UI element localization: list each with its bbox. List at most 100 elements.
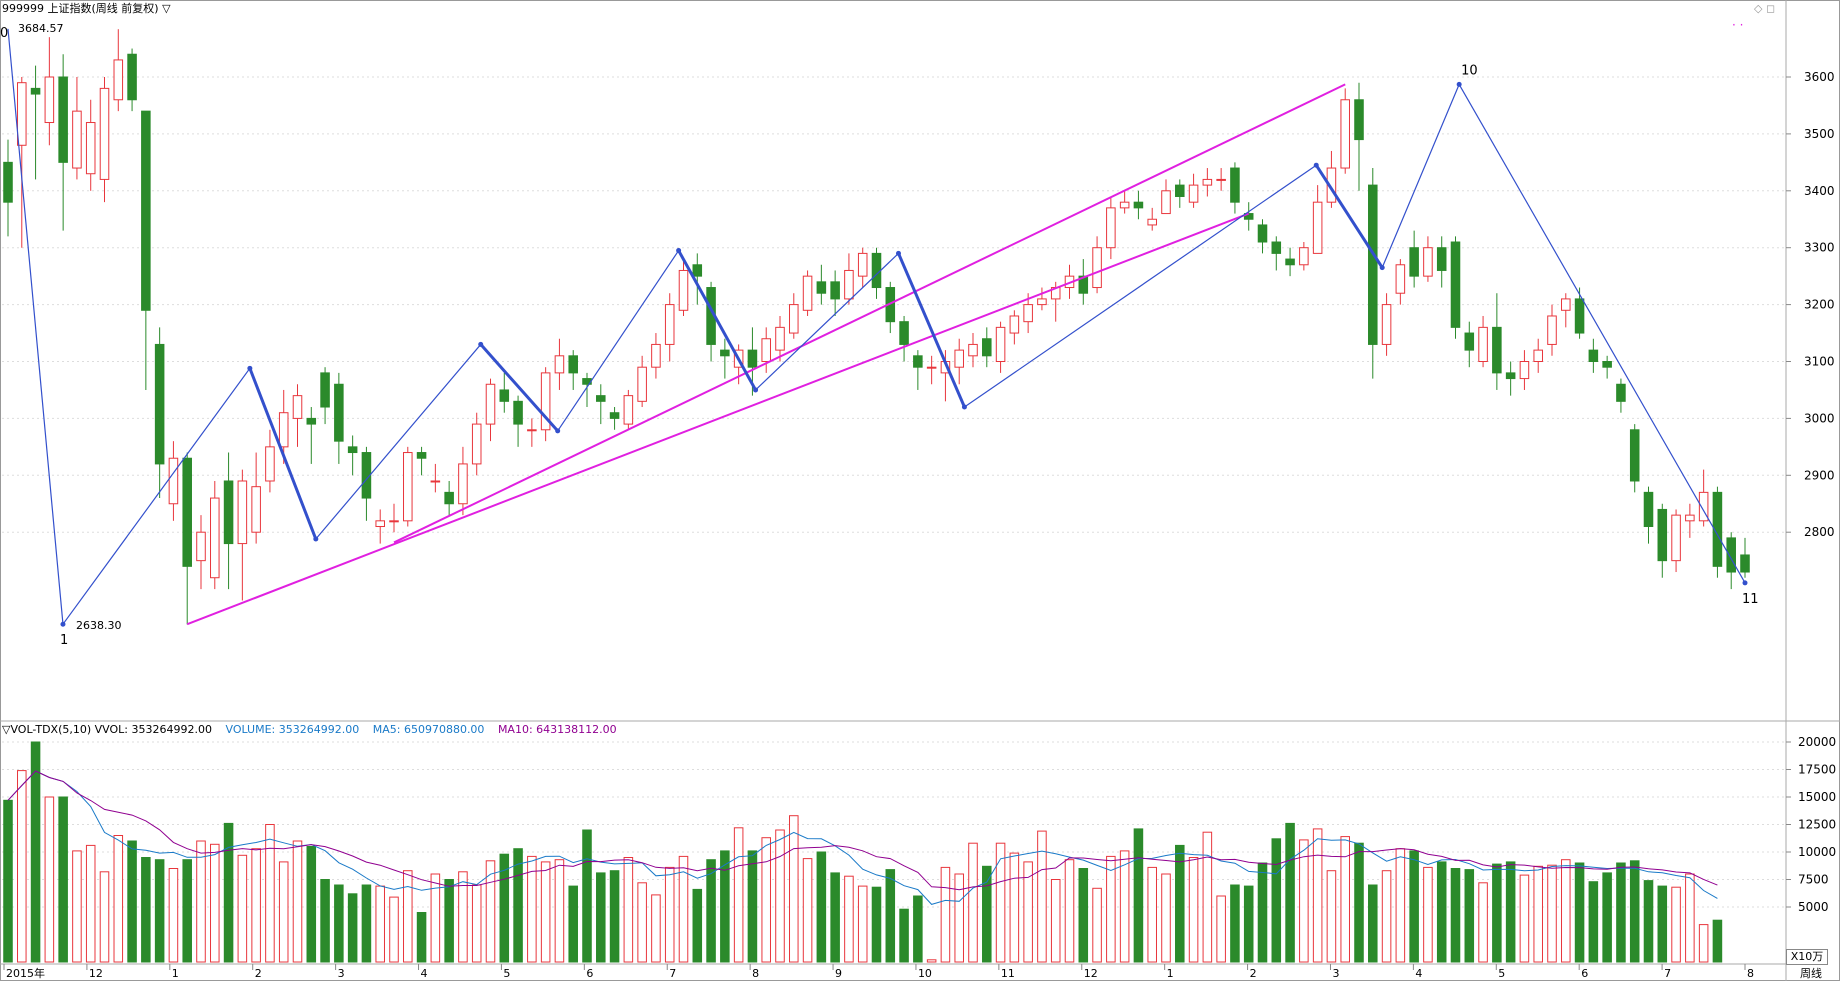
volume-bar: [1712, 919, 1723, 963]
volume-bar: [1450, 868, 1461, 963]
trend-line: [186, 212, 1250, 626]
wave-segment: [1314, 164, 1384, 269]
volume-bar: [375, 885, 385, 963]
candle-body: [1574, 298, 1585, 334]
candle-body: [609, 412, 620, 419]
candle-body: [678, 269, 689, 311]
volume-bar: [347, 893, 358, 963]
volume-bar: [554, 859, 565, 963]
time-label: 5: [1498, 967, 1505, 980]
candle-body: [913, 355, 923, 368]
time-label: 6: [586, 967, 593, 980]
volume-bar: [1671, 886, 1681, 963]
volume-bar: [1657, 885, 1668, 963]
time-label: 4: [1415, 967, 1422, 980]
candle-body: [499, 389, 510, 402]
candle-body: [1643, 491, 1654, 528]
candle-body: [982, 338, 992, 357]
candle-body: [403, 452, 413, 522]
volume-tick-label: 10000: [1798, 845, 1836, 859]
volume-bar: [1257, 862, 1268, 963]
volume-bar: [816, 851, 827, 963]
volume-tick-label: 20000: [1798, 735, 1836, 749]
volume-bar: [141, 857, 151, 963]
volume-bar: [1685, 873, 1695, 963]
volume-tick-label: 12500: [1798, 818, 1836, 832]
volume-bar: [789, 815, 799, 963]
ma5-line: [7, 770, 1718, 905]
candle-body: [761, 338, 771, 362]
period-label[interactable]: 周线: [1800, 967, 1822, 980]
wave-label: 0: [0, 26, 8, 41]
volume-bar: [444, 879, 454, 963]
volume-bar: [361, 884, 372, 963]
wave-point: [1742, 580, 1748, 586]
volume-bar: [568, 885, 578, 963]
restore-icon[interactable]: ◇: [1754, 2, 1763, 15]
volume-bar: [1547, 864, 1557, 963]
indicator-name[interactable]: VOL-TDX(5,10): [10, 723, 92, 736]
volume-bar: [1478, 882, 1488, 963]
volume-bar: [954, 873, 964, 963]
candle-body: [1505, 372, 1516, 380]
price-tick-label: 3500: [1804, 127, 1835, 141]
volume-bar: [1188, 857, 1199, 963]
volume-bar: [1092, 887, 1102, 963]
candle-body: [1409, 247, 1419, 277]
trend-line: [393, 83, 1346, 544]
volume-tick-label: 5000: [1798, 900, 1829, 914]
volume-bar: [182, 859, 192, 963]
time-label: 5: [503, 967, 510, 980]
candle-body: [1547, 315, 1557, 345]
volume-bar: [1161, 873, 1171, 963]
volume-bar: [609, 870, 620, 963]
candle-body: [802, 275, 813, 311]
candle-body: [1175, 184, 1185, 197]
candle-body: [1740, 554, 1750, 573]
volume-bar: [802, 858, 813, 963]
candle-body: [1657, 508, 1668, 562]
high-price-label: 3684.57: [18, 22, 64, 35]
candle-body: [430, 480, 441, 483]
volume-bar: [1119, 850, 1130, 963]
volume-bar: [720, 850, 730, 963]
candle-body: [899, 321, 909, 345]
volume-bar: [637, 882, 647, 963]
wave-segment: [677, 249, 757, 391]
wave-segment: [248, 367, 318, 540]
volume-tick-label: 15000: [1798, 790, 1836, 804]
candle-body: [995, 326, 1006, 362]
volume-bar: [85, 844, 96, 963]
volume-bar: [664, 866, 675, 963]
candle-body: [1023, 304, 1033, 323]
volume-bar: [1519, 874, 1530, 963]
volume-bar: [1423, 866, 1433, 963]
price-tick-label: 2900: [1804, 468, 1835, 482]
ma10-value: MA10: 643138112.00: [497, 723, 617, 736]
volume-bar: [278, 861, 289, 963]
candle-body: [1368, 184, 1378, 345]
candle-body: [1436, 247, 1447, 271]
price-tick-label: 3100: [1804, 355, 1835, 369]
candle-body: [278, 412, 289, 448]
candle-body: [789, 304, 799, 334]
candle-body: [1685, 514, 1695, 522]
volume-bar: [995, 842, 1006, 963]
candle-body: [141, 110, 151, 311]
wave-segment: [755, 252, 899, 391]
wave-segment: [1458, 84, 1746, 584]
volume-bar: [596, 872, 606, 963]
volume-bar: [251, 848, 261, 963]
chart-title[interactable]: 999999 上证指数(周线 前复权) ▽: [2, 2, 171, 16]
triangle-down-icon[interactable]: ▽: [2, 723, 11, 736]
wave-segment: [62, 367, 251, 625]
maximize-icon[interactable]: ◻: [1765, 2, 1776, 15]
volume-bar: [747, 850, 758, 963]
volume-bar: [292, 840, 303, 963]
volume-bar: [1505, 861, 1516, 963]
candle-body: [1588, 349, 1599, 362]
candle-body: [1147, 218, 1157, 226]
triangle-down-icon[interactable]: ▽: [162, 2, 171, 15]
